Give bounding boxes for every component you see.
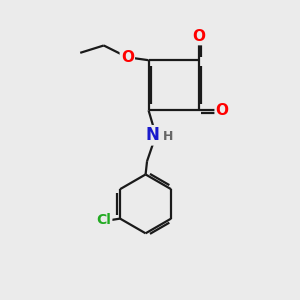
- Text: N: N: [146, 126, 159, 144]
- Text: O: O: [216, 103, 229, 118]
- Text: O: O: [192, 29, 205, 44]
- Text: Cl: Cl: [97, 213, 111, 227]
- Text: O: O: [121, 50, 134, 65]
- Text: H: H: [163, 130, 173, 143]
